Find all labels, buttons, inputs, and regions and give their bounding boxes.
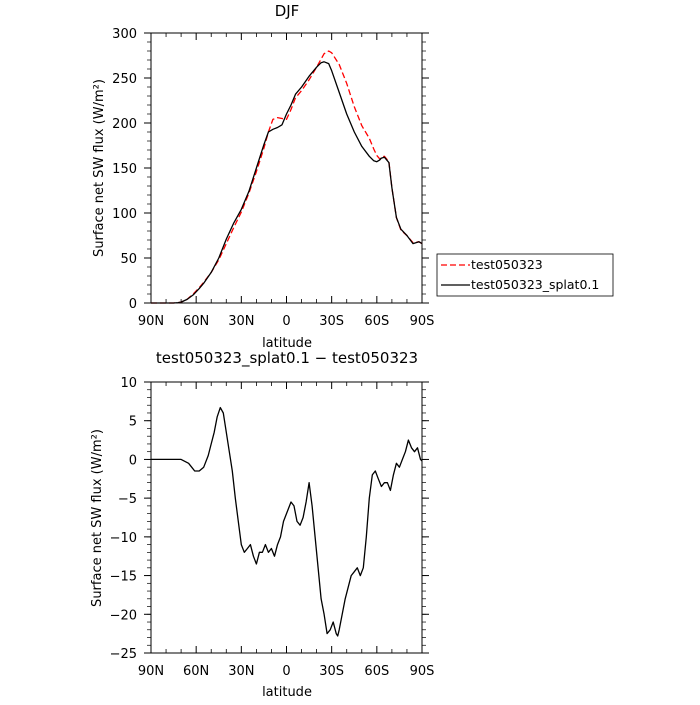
x-tick-label: 60S bbox=[364, 314, 389, 329]
y-tick-label: 300 bbox=[112, 27, 137, 42]
legend: test050323 test050323_splat0.1 bbox=[436, 253, 614, 297]
x-tick-label: 30S bbox=[319, 664, 344, 679]
x-tick-label: 60N bbox=[183, 664, 209, 679]
x-tick-label: 0 bbox=[282, 314, 290, 329]
bottom-panel-x-axis-label: latitude bbox=[262, 685, 312, 700]
legend-label-test050323-splat: test050323_splat0.1 bbox=[471, 277, 599, 292]
y-tick-label: −5 bbox=[118, 492, 137, 507]
y-tick-label: −20 bbox=[110, 608, 137, 623]
x-tick-label: 90N bbox=[138, 314, 164, 329]
series-line-test050323-splat0-1 bbox=[151, 61, 423, 304]
top-panel-y-axis-label: Surface net SW flux (W/m²) bbox=[92, 79, 107, 257]
y-tick-label: 200 bbox=[112, 117, 137, 132]
x-tick-label: 90N bbox=[138, 664, 164, 679]
x-tick-label: 60S bbox=[364, 664, 389, 679]
top-panel-series bbox=[151, 50, 423, 304]
series-line-difference-0 bbox=[151, 406, 423, 637]
bottom-panel-series bbox=[151, 406, 423, 637]
top-panel-frame bbox=[150, 32, 423, 304]
top-panel-ticks: 90N 60N 30N 0 30S 60S 90S 0 50 100 150 200 250 300 bbox=[112, 27, 434, 329]
y-tick-label: 0 bbox=[129, 297, 137, 312]
y-tick-label: 250 bbox=[112, 72, 137, 87]
bottom-panel-y-axis-label: Surface net SW flux (W/m²) bbox=[90, 429, 105, 607]
x-tick-label: 0 bbox=[282, 664, 290, 679]
x-tick-label: 90S bbox=[410, 664, 435, 679]
y-tick-label: 150 bbox=[112, 162, 137, 177]
y-tick-label: 0 bbox=[129, 453, 137, 468]
series-line-test050323 bbox=[151, 50, 423, 304]
x-tick-label: 30N bbox=[228, 314, 254, 329]
y-tick-label: 50 bbox=[120, 252, 137, 267]
y-tick-label: 10 bbox=[120, 376, 137, 391]
y-tick-label: −25 bbox=[110, 647, 137, 662]
y-tick-label: 100 bbox=[112, 207, 137, 222]
y-tick-label: −15 bbox=[110, 570, 137, 585]
bottom-panel: test050323_splat0.1 − test050323 90N 60N 3… bbox=[90, 349, 434, 700]
x-tick-label: 30N bbox=[228, 664, 254, 679]
x-tick-label: 90S bbox=[410, 314, 435, 329]
legend-label-test050323: test050323 bbox=[471, 257, 543, 272]
y-tick-label: 5 bbox=[129, 415, 137, 430]
bottom-panel-title: test050323_splat0.1 − test050323 bbox=[156, 349, 418, 368]
top-panel: DJF 90N 60N 30N 0 30S 60S 90S 0 50 100 150 200 250 30… bbox=[92, 2, 434, 351]
x-tick-label: 60N bbox=[183, 314, 209, 329]
bottom-panel-ticks: 90N 60N 30N 0 30S 60S 90S −25 −20 −15 −10 −5 0 5 10 bbox=[110, 376, 435, 679]
top-panel-x-axis-label: latitude bbox=[262, 336, 312, 351]
legend-box bbox=[436, 253, 614, 297]
bottom-panel-frame bbox=[150, 381, 423, 654]
y-tick-label: −10 bbox=[110, 531, 137, 546]
x-tick-label: 30S bbox=[319, 314, 344, 329]
top-panel-title: DJF bbox=[275, 2, 300, 20]
